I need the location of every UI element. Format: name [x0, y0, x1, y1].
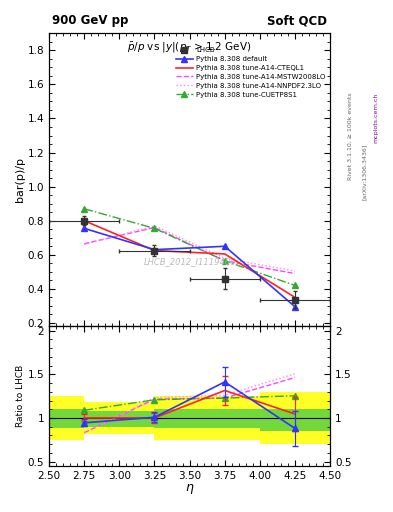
Legend: LHCB, Pythia 8.308 default, Pythia 8.308 tune-A14-CTEQL1, Pythia 8.308 tune-A14-: LHCB, Pythia 8.308 default, Pythia 8.308… — [174, 46, 327, 99]
Y-axis label: bar(p)/p: bar(p)/p — [15, 157, 25, 202]
Text: LHCB_2012_I1119400: LHCB_2012_I1119400 — [143, 258, 236, 266]
Text: Rivet 3.1.10, ≥ 100k events: Rivet 3.1.10, ≥ 100k events — [348, 92, 353, 180]
Text: 900 GeV pp: 900 GeV pp — [52, 14, 128, 28]
Y-axis label: Ratio to LHCB: Ratio to LHCB — [16, 365, 25, 428]
Text: [arXiv:1306.3436]: [arXiv:1306.3436] — [362, 143, 367, 200]
Text: mcplots.cern.ch: mcplots.cern.ch — [373, 93, 378, 143]
X-axis label: $\eta$: $\eta$ — [185, 482, 195, 496]
Text: Soft QCD: Soft QCD — [267, 14, 327, 28]
Text: $\bar{p}/p$ vs $|y|$($p_{T}$ > 1.2 GeV): $\bar{p}/p$ vs $|y|$($p_{T}$ > 1.2 GeV) — [127, 40, 252, 55]
